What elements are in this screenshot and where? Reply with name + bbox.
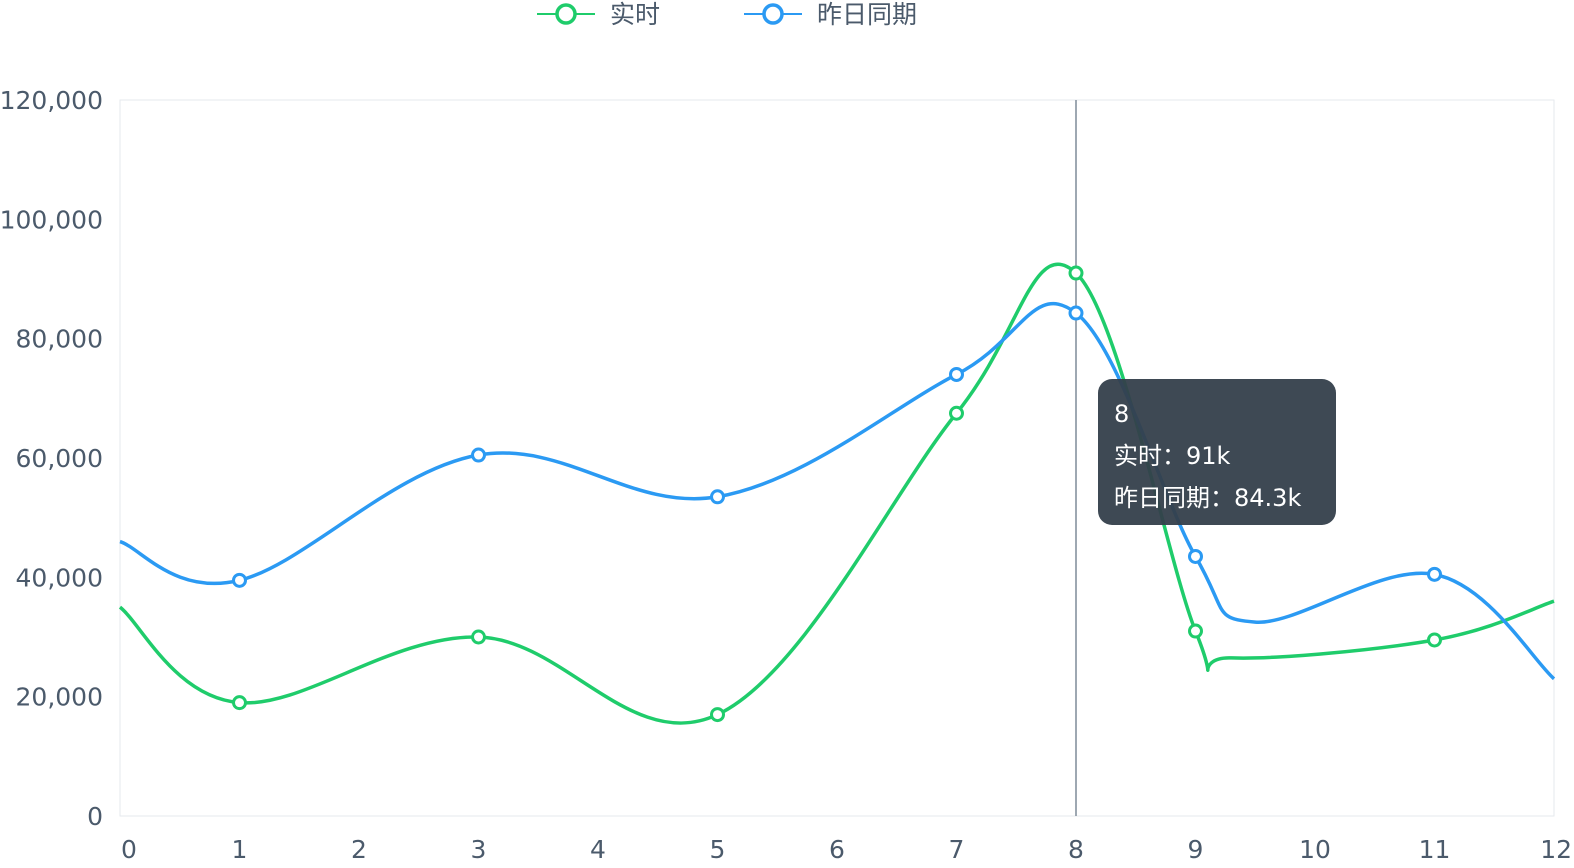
- tooltip: 8 实时：91k 昨日同期：84.3k: [1098, 379, 1336, 525]
- y-tick-label: 20,000: [16, 683, 103, 712]
- tooltip-title: 8: [1114, 400, 1130, 428]
- data-point[interactable]: [710, 707, 725, 723]
- legend-marker-icon: [555, 3, 577, 25]
- tooltip-row-label: 实时: [1114, 442, 1162, 470]
- data-point[interactable]: [949, 366, 964, 382]
- x-tick-label: 11: [1419, 835, 1451, 864]
- data-point[interactable]: [1427, 632, 1442, 648]
- tooltip-row-yesterday: 昨日同期：84.3k: [1114, 477, 1320, 519]
- tooltip-separator: ：: [1162, 442, 1186, 470]
- x-tick-label: 3: [471, 835, 487, 864]
- data-point[interactable]: [1188, 623, 1203, 639]
- y-tick-label: 60,000: [16, 444, 103, 473]
- data-point[interactable]: [1188, 548, 1203, 564]
- x-tick-label: 12: [1540, 835, 1572, 864]
- series-line-0: [118, 262, 1555, 725]
- data-point[interactable]: [471, 629, 486, 645]
- x-tick-label: 4: [590, 835, 606, 864]
- data-point[interactable]: [1427, 566, 1442, 582]
- plot-border: [119, 99, 1555, 817]
- x-tick-label: 10: [1299, 835, 1331, 864]
- y-tick-label: 80,000: [16, 325, 103, 354]
- data-point[interactable]: [232, 695, 247, 711]
- legend-marker-icon: [762, 3, 784, 25]
- legend-label: 昨日同期: [817, 0, 917, 29]
- data-point[interactable]: [710, 489, 725, 505]
- data-point[interactable]: [471, 447, 486, 463]
- data-point[interactable]: [1068, 265, 1084, 281]
- data-point[interactable]: [949, 405, 964, 421]
- x-tick-label: 6: [829, 835, 845, 864]
- tooltip-row-value: 84.3k: [1234, 484, 1302, 512]
- tooltip-separator: ：: [1210, 484, 1234, 512]
- x-tick-label: 8: [1068, 835, 1084, 864]
- x-axis: 0 1 2 3 4 5 6 7 8 9 10 11 12: [121, 835, 1572, 864]
- tooltip-row-realtime: 实时：91k: [1114, 435, 1320, 477]
- series-markers[interactable]: [232, 265, 1442, 723]
- data-point[interactable]: [1068, 305, 1084, 321]
- legend-item[interactable]: 昨日同期: [744, 0, 917, 29]
- series-lines: [118, 262, 1556, 725]
- data-point[interactable]: [232, 572, 247, 588]
- x-tick-label: 0: [121, 835, 137, 864]
- y-tick-label: 40,000: [16, 563, 103, 592]
- legend-item[interactable]: 实时: [537, 0, 660, 29]
- y-axis: 0 20,000 40,000 60,000 80,000 100,000 120,000: [0, 86, 103, 831]
- y-tick-label: 0: [87, 802, 103, 831]
- tooltip-row-value: 91k: [1186, 442, 1231, 470]
- y-tick-label: 120,000: [0, 86, 103, 115]
- x-tick-label: 7: [949, 835, 965, 864]
- plot-frame: [119, 99, 1555, 817]
- tooltip-row-label: 昨日同期: [1114, 484, 1210, 512]
- x-tick-label: 9: [1188, 835, 1204, 864]
- x-tick-label: 5: [710, 835, 726, 864]
- legend-label: 实时: [610, 0, 660, 29]
- series-line-1: [119, 301, 1556, 681]
- x-tick-label: 2: [351, 835, 367, 864]
- y-tick-label: 100,000: [0, 205, 103, 234]
- legend[interactable]: 实时 昨日同期: [537, 0, 917, 29]
- x-tick-label: 1: [232, 835, 248, 864]
